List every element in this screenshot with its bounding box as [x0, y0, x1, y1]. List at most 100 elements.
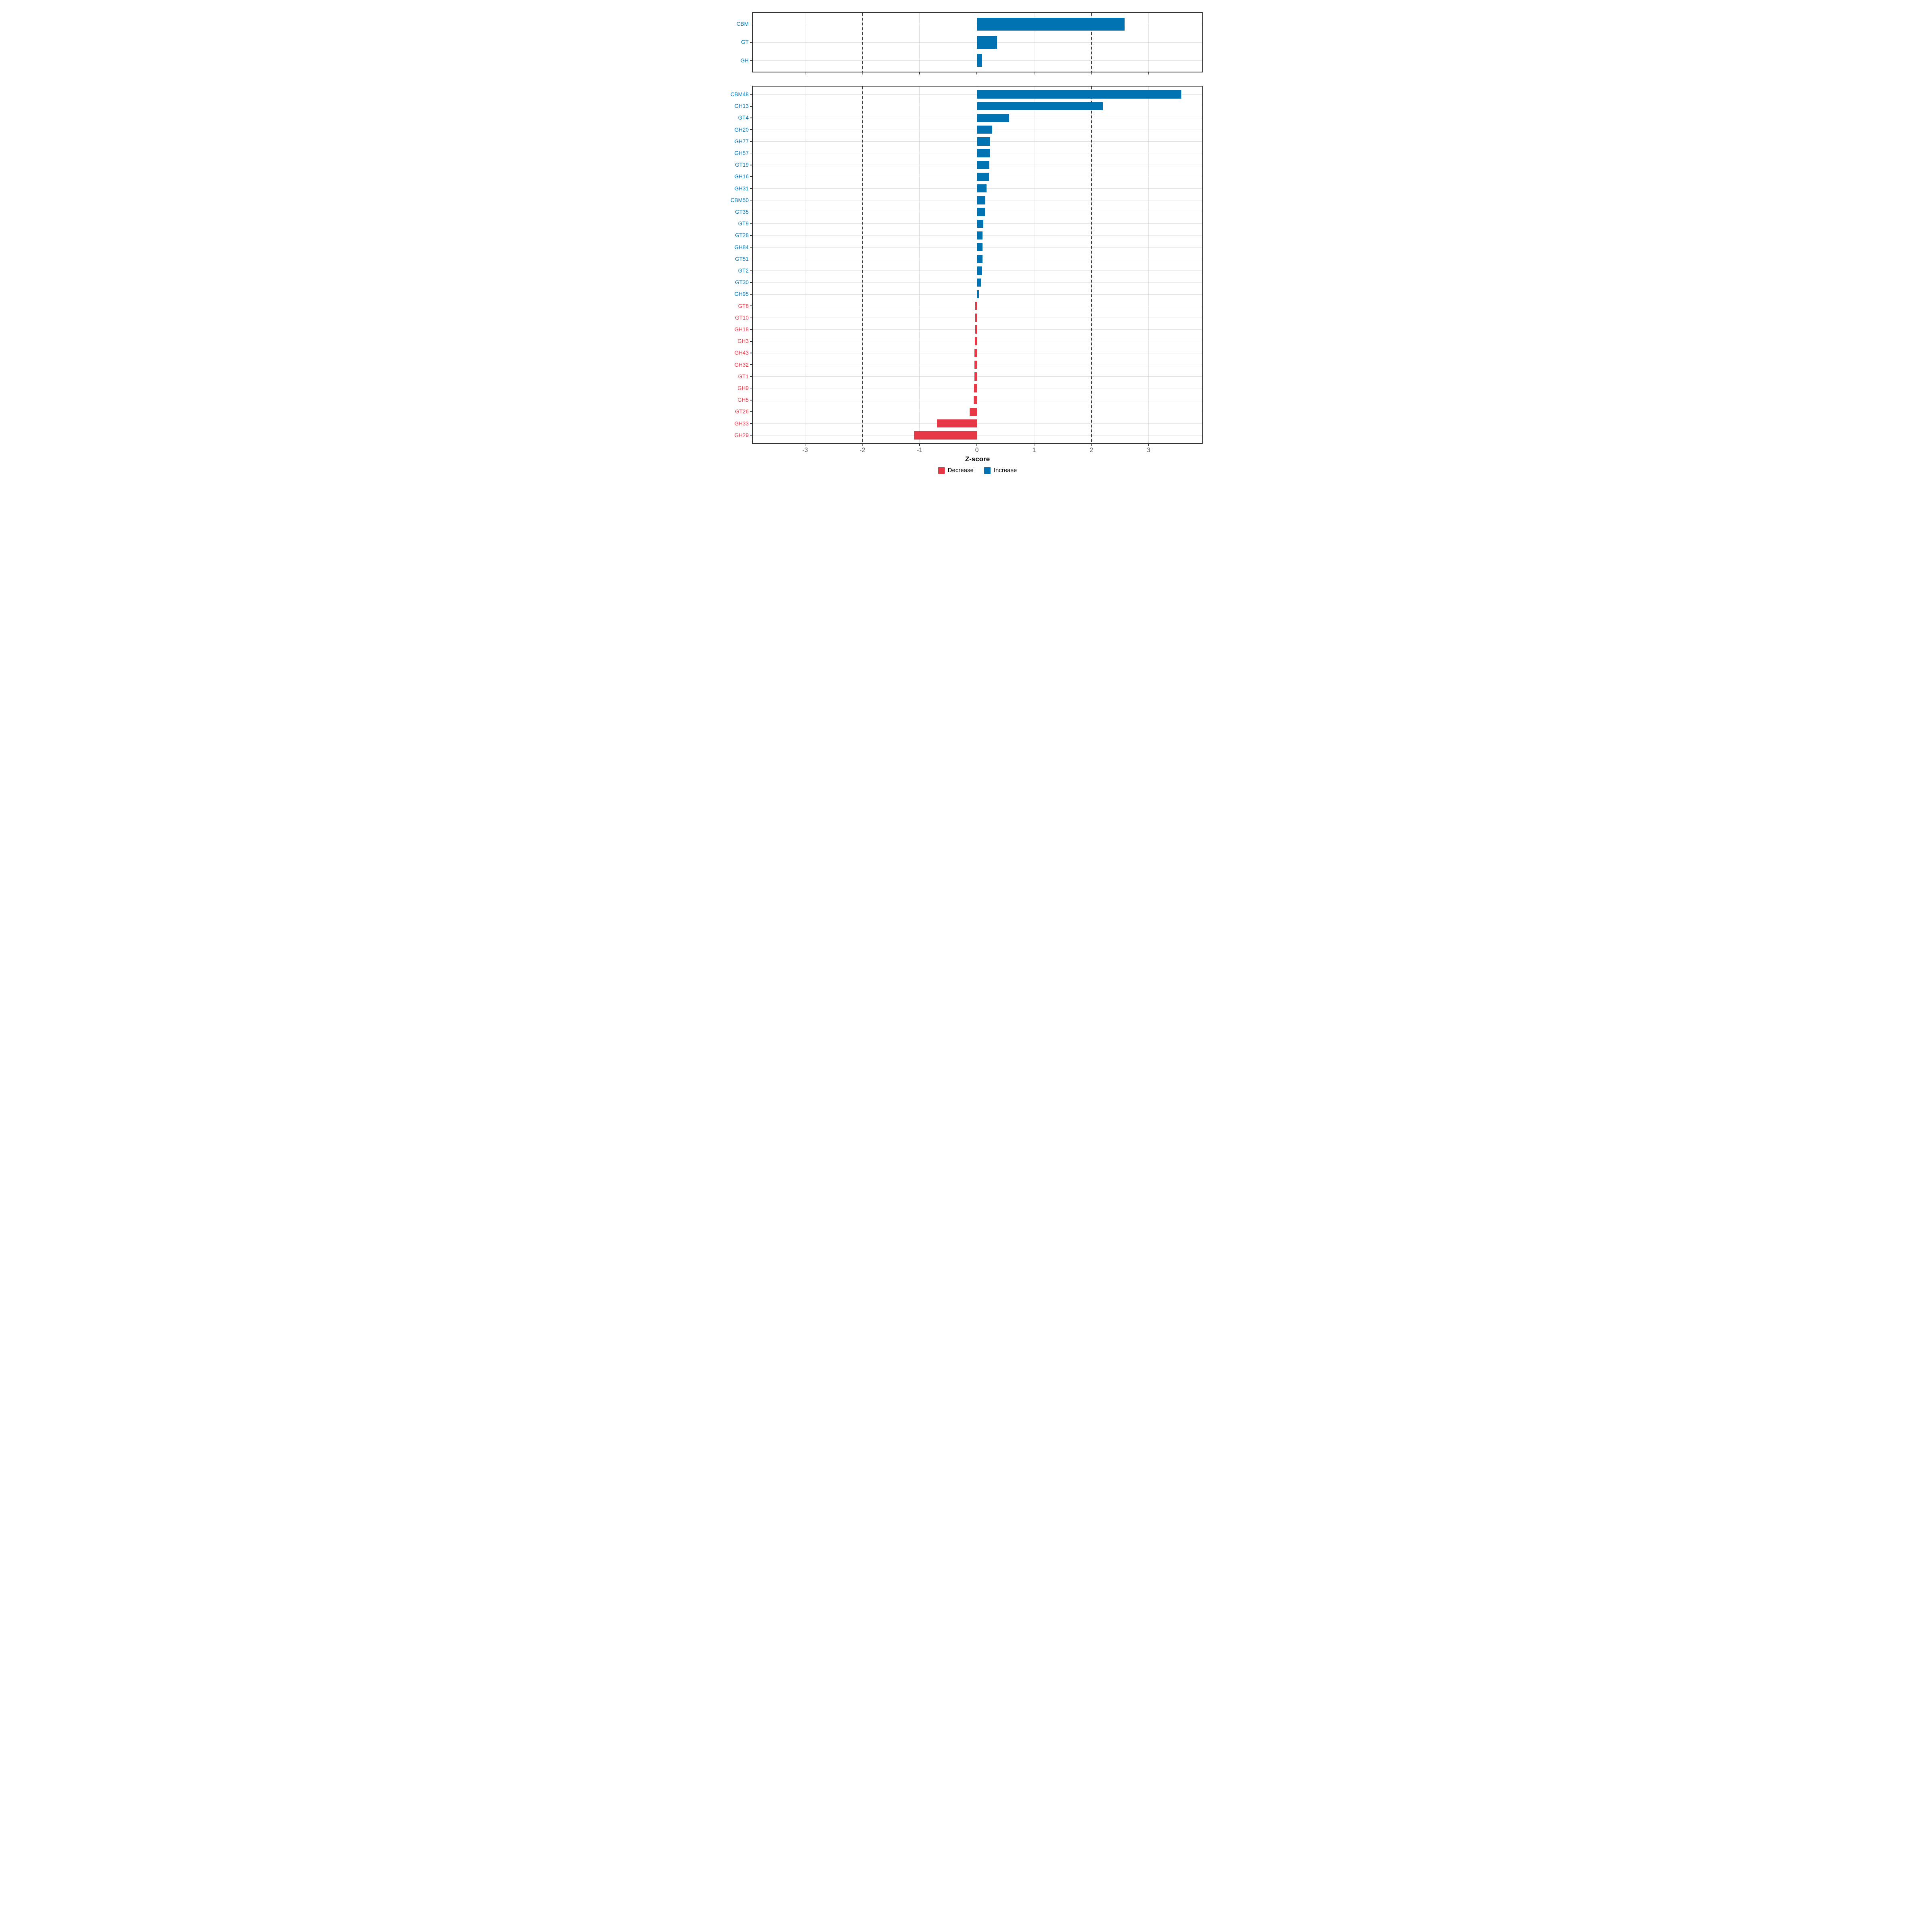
y-label-gh84: GH84 [734, 244, 749, 250]
gridline-row-GH29 [753, 435, 1202, 436]
y-label-gh43: GH43 [734, 350, 749, 356]
y-tick-cbm48 [750, 94, 752, 95]
y-tick-gt28 [750, 235, 752, 236]
y-label-gt1: GT1 [738, 373, 749, 380]
y-label-gt4: GT4 [738, 115, 749, 121]
x-tick-label--2: -2 [859, 447, 865, 454]
gridline-row-GH18 [753, 329, 1202, 330]
bar-gt51 [977, 255, 983, 263]
y-tick-gh29 [750, 435, 752, 436]
y-label-gt30: GT30 [735, 279, 749, 286]
bar-gh13 [977, 102, 1103, 111]
y-tick-gh16 [750, 176, 752, 177]
x-tick-2-panel1 [1091, 444, 1092, 446]
y-tick-gh95 [750, 294, 752, 295]
bar-cbm48 [977, 90, 1181, 99]
bar-gh43 [974, 349, 977, 357]
x-tick-3-panel1 [1148, 444, 1149, 446]
y-label-gt8: GT8 [738, 303, 749, 309]
bar-gt1 [974, 372, 977, 381]
bar-cbm [977, 17, 1125, 31]
y-tick-gh3 [750, 341, 752, 342]
x-tick--1-panel0 [919, 72, 920, 74]
y-tick-gh31 [750, 188, 752, 189]
y-label-cbm48: CBM48 [730, 91, 749, 97]
dashed-guide-x-2 [1091, 13, 1092, 72]
y-label-gt35: GT35 [735, 209, 749, 215]
y-label-cbm: CBM [737, 21, 749, 27]
legend-label-increase: Increase [993, 467, 1017, 474]
bar-gh84 [977, 243, 983, 252]
bar-gt35 [977, 208, 985, 216]
y-tick-gh84 [750, 247, 752, 248]
panel-top [752, 12, 1203, 72]
cazyme-zscore-figure: Z-score Decrease Increase CBM GT GH CBM48 GH… [724, 0, 1208, 483]
y-label-gh95: GH95 [734, 291, 749, 297]
bar-gt26 [969, 407, 977, 416]
bar-gh3 [975, 337, 977, 346]
bar-gh29 [914, 431, 977, 440]
bar-gh16 [977, 172, 989, 181]
bar-gh32 [974, 360, 977, 369]
y-label-gh29: GH29 [734, 432, 749, 438]
y-tick-gt2 [750, 270, 752, 271]
y-label-gt2: GT2 [738, 268, 749, 274]
increase-swatch [984, 467, 991, 474]
y-tick-gt26 [750, 411, 752, 412]
y-tick-gt9 [750, 223, 752, 224]
dashed-guide-x--2 [862, 13, 863, 72]
y-tick-gh [750, 60, 752, 61]
y-tick-gt30 [750, 282, 752, 283]
legend-item-increase: Increase [984, 467, 1017, 474]
y-tick-gt [750, 42, 752, 43]
y-tick-gt51 [750, 258, 752, 260]
legend-label-decrease: Decrease [947, 467, 974, 474]
bar-gt8 [975, 301, 977, 310]
y-label-gt10: GT10 [735, 314, 749, 321]
y-label-gh16: GH16 [734, 173, 749, 180]
x-tick-1-panel1 [1034, 444, 1035, 446]
bar-gt [977, 36, 997, 49]
y-label-gh18: GH18 [734, 326, 749, 332]
y-label-gh57: GH57 [734, 150, 749, 156]
y-label-gh77: GH77 [734, 138, 749, 144]
bar-gh5 [973, 396, 977, 405]
y-label-gt51: GT51 [735, 256, 749, 262]
y-label-gh5: GH5 [737, 397, 749, 403]
y-tick-gt1 [750, 376, 752, 377]
bar-gh57 [977, 149, 990, 157]
legend: Decrease Increase [752, 467, 1203, 474]
y-label-gh: GH [740, 57, 749, 64]
x-tick--2-panel1 [862, 444, 863, 446]
bar-gh20 [977, 125, 993, 134]
bar-gt10 [975, 314, 977, 322]
y-tick-gh33 [750, 423, 752, 424]
bar-gh33 [937, 419, 977, 428]
y-tick-gh32 [750, 364, 752, 365]
y-label-cbm50: CBM50 [730, 197, 749, 203]
y-tick-cbm50 [750, 200, 752, 201]
x-tick-0-panel1 [976, 444, 977, 446]
bar-gh31 [977, 184, 987, 193]
x-tick-3-panel0 [1148, 72, 1149, 74]
y-label-gt19: GT19 [735, 162, 749, 168]
x-tick--2-panel0 [862, 72, 863, 74]
y-label-gt9: GT9 [738, 221, 749, 227]
y-tick-gh57 [750, 153, 752, 154]
x-tick-2-panel0 [1091, 72, 1092, 74]
x-tick-label-3: 3 [1147, 447, 1151, 454]
y-tick-gh9 [750, 388, 752, 389]
y-label-gh31: GH31 [734, 185, 749, 192]
x-tick-label--1: -1 [916, 447, 923, 454]
decrease-swatch [938, 467, 945, 474]
y-label-gt: GT [741, 39, 749, 45]
bar-gt28 [977, 231, 983, 240]
y-tick-gh20 [750, 129, 752, 130]
x-tick-label-1: 1 [1032, 447, 1036, 454]
bar-gh [977, 54, 982, 67]
bar-gt4 [977, 114, 1009, 122]
panel-bottom [752, 86, 1203, 444]
bar-gt19 [977, 161, 990, 169]
bar-gh95 [977, 290, 979, 299]
bar-cbm50 [977, 196, 986, 204]
